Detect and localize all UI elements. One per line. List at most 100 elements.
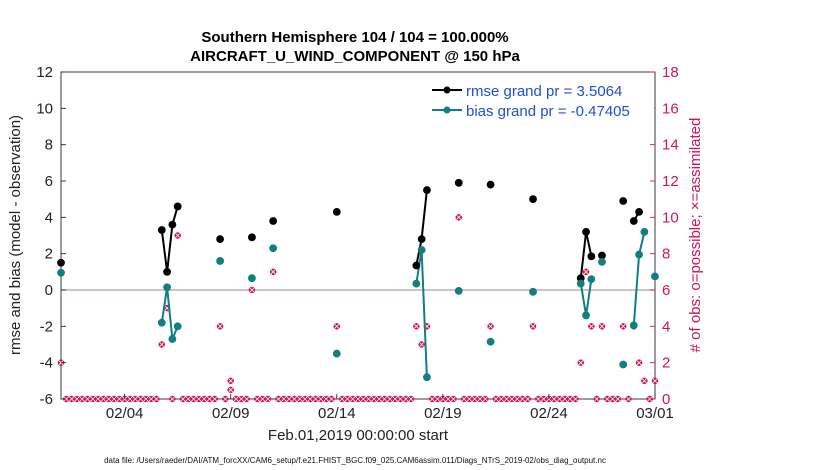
y-axis-label: rmse and bias (model - observation): [7, 115, 24, 355]
obs-cross: [276, 396, 281, 402]
obs-cross: [567, 396, 573, 402]
obs-cross: [249, 287, 255, 293]
obs-cross: [201, 396, 207, 402]
rmse-point: [635, 207, 643, 216]
rmse-point: [269, 217, 278, 225]
obs-cross: [414, 324, 419, 329]
obs-count-point: [227, 386, 234, 394]
obs-cross: [281, 396, 287, 402]
obs-cross: [313, 396, 318, 402]
obs-count-zero: [354, 395, 362, 403]
obs-cross: [636, 360, 642, 365]
obs-count-zero: [285, 395, 293, 403]
obs-cross: [429, 396, 435, 402]
obs-count-zero: [169, 395, 176, 403]
rmse-point: [168, 220, 177, 229]
bias-point: [582, 311, 590, 320]
y2-axis-label: # of obs: o=possible; ×=assimilated: [687, 118, 704, 353]
obs-cross: [334, 324, 340, 329]
obs-cross: [143, 396, 149, 402]
legend-box: [426, 79, 654, 121]
obs-count-point: [487, 323, 494, 330]
obs-cross: [355, 396, 361, 402]
obs-count-zero: [68, 395, 75, 403]
bias-point: [412, 279, 421, 288]
obs-count-zero: [566, 395, 574, 403]
obs-cross: [525, 396, 530, 402]
obs-cross: [170, 396, 175, 402]
obs-cross: [228, 378, 233, 384]
series-markers-layer: [57, 178, 659, 382]
bias-point: [454, 287, 463, 295]
obs-cross: [461, 396, 467, 402]
obs-cross: [403, 396, 409, 402]
obs-cross: [445, 396, 451, 402]
y-tick-label: -2: [40, 318, 53, 335]
obs-cross: [117, 396, 122, 402]
obs-cross: [323, 396, 329, 402]
obs-cross: [435, 396, 440, 402]
obs-count-zero: [211, 395, 219, 403]
obs-cross: [456, 215, 462, 220]
obs-cross: [90, 396, 96, 402]
obs-cross: [366, 396, 371, 402]
obs-cross: [514, 396, 520, 402]
obs-count-zero: [646, 395, 653, 403]
obs-cross: [339, 396, 345, 402]
chart-title-line2: AIRCRAFT_U_WIND_COMPONENT @ 150 hPa: [190, 48, 520, 65]
obs-cross: [620, 324, 626, 329]
obs-cross: [599, 324, 605, 329]
obs-cross: [64, 396, 69, 402]
bias-line-segment: [160, 286, 179, 341]
obs-cross: [85, 396, 90, 402]
rmse-line-segment: [160, 206, 179, 273]
bias-point: [486, 337, 495, 346]
rmse-point: [163, 267, 171, 276]
obs-cross: [180, 396, 186, 402]
obs-cross: [562, 396, 568, 402]
obs-count-point: [333, 323, 341, 330]
obs-cross: [530, 324, 536, 329]
obs-count-point: [248, 286, 256, 294]
obs-count-zero: [482, 395, 489, 403]
obs-cross: [175, 233, 180, 238]
x-tick-label: 02/24: [530, 405, 568, 422]
obs-cross: [191, 396, 196, 402]
obs-cross: [536, 396, 541, 402]
obs-cross: [111, 396, 117, 402]
obs-count-zero: [243, 395, 250, 403]
y-tick-label: 6: [45, 173, 53, 190]
chart-title-line1: Southern Hemisphere 104 / 104 = 100.000%: [201, 29, 508, 46]
y2-tick-label: 12: [662, 173, 679, 190]
obs-cross: [398, 396, 403, 402]
obs-count-point: [455, 214, 463, 221]
obs-count-zero: [556, 395, 563, 403]
bias-point: [269, 244, 278, 253]
obs-cross: [138, 396, 143, 402]
obs-cross: [286, 396, 292, 402]
obs-cross: [233, 396, 239, 402]
obs-cross: [345, 396, 350, 402]
bias-point: [576, 279, 585, 288]
rmse-point: [157, 226, 166, 234]
obs-cross: [212, 396, 218, 402]
obs-count-zero: [450, 395, 457, 403]
obs-cross: [95, 396, 101, 402]
bias-point: [163, 283, 171, 292]
x-tick-label: 03/01: [636, 405, 674, 422]
rmse-point: [582, 227, 590, 236]
obs-cross: [647, 396, 652, 402]
bias-point: [629, 321, 638, 330]
bias-point: [57, 268, 65, 277]
obs-cross: [382, 396, 387, 402]
obs-cross: [239, 396, 244, 402]
plot-area: [60, 71, 656, 400]
y-tick-label: 0: [45, 282, 53, 299]
rmse-point: [248, 233, 256, 242]
y2-tick-label: 16: [662, 100, 679, 117]
obs-cross: [307, 396, 313, 402]
obs-count-zero: [301, 395, 309, 403]
obs-count-point: [216, 323, 224, 330]
obs-cross: [451, 396, 456, 402]
